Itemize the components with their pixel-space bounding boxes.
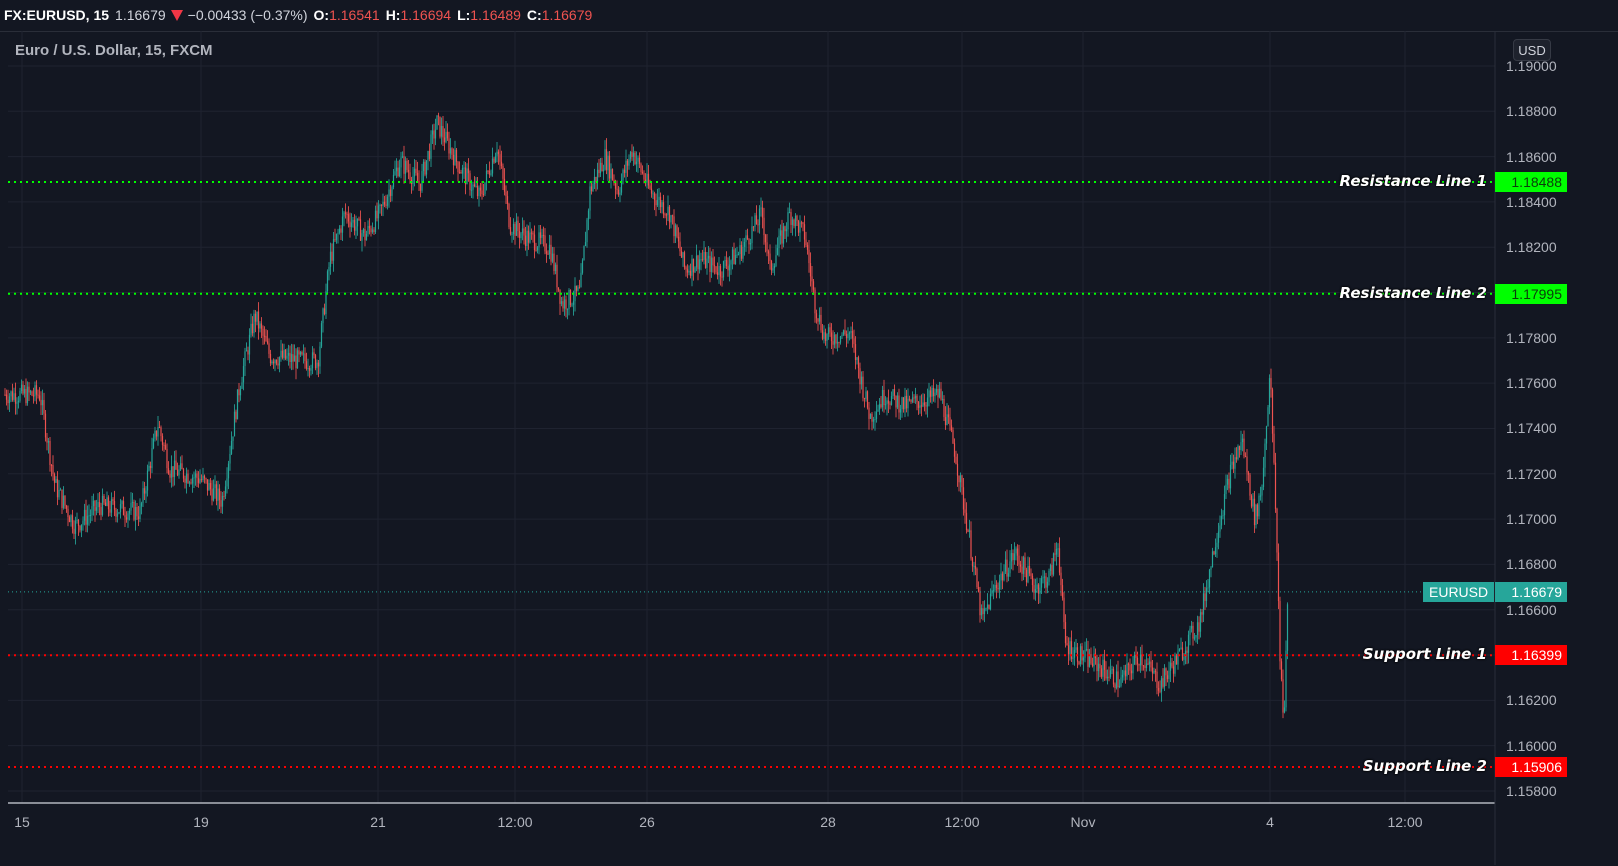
open-key: O:: [313, 7, 330, 23]
price-tick: 1.18600: [1506, 148, 1557, 165]
level-label: Support Line 2: [1362, 756, 1487, 775]
symbol-price-tag: EURUSD: [1423, 581, 1495, 602]
price-tick: 1.17600: [1506, 375, 1557, 392]
price-tick: 1.17200: [1506, 465, 1557, 482]
level-price-value: 1.18488: [1511, 173, 1562, 190]
level-price-tag: 1.18488: [1495, 171, 1567, 192]
low-key: L:: [457, 7, 471, 23]
symbol-interval[interactable]: FX:EURUSD, 15: [4, 7, 110, 23]
price-tick: 1.18200: [1506, 239, 1557, 256]
level-price-value: 1.17995: [1511, 285, 1562, 302]
current-price-value: 1.16679: [1511, 583, 1562, 600]
time-tick: 28: [820, 814, 836, 830]
price-tick: 1.17800: [1506, 329, 1557, 346]
price-tick: 1.16600: [1506, 601, 1557, 618]
level-label: Resistance Line 1: [1339, 171, 1487, 190]
time-tick: 21: [370, 814, 386, 830]
price-tick: 1.17400: [1506, 420, 1557, 437]
price-tick: 1.18800: [1506, 103, 1557, 120]
time-tick: 12:00: [944, 814, 980, 830]
symbol-info-bar: FX:EURUSD, 15 1.16679 −0.00433 (−0.37%) …: [0, 0, 1618, 30]
level-lines: [8, 180, 1495, 768]
chart-title: Euro / U.S. Dollar, 15, FXCM: [15, 42, 213, 59]
chart-pane[interactable]: [0, 31, 1618, 866]
level-label: Resistance Line 2: [1339, 283, 1487, 302]
time-tick: 26: [639, 814, 655, 830]
last-price: 1.16679: [115, 7, 166, 23]
level-price-tag: 1.17995: [1495, 283, 1567, 304]
candles: [4, 112, 1289, 719]
current-price-tag: 1.16679: [1495, 581, 1567, 602]
time-tick: 12:00: [1387, 814, 1423, 830]
price-tick: 1.19000: [1506, 58, 1557, 74]
price-tick: 1.15800: [1506, 782, 1557, 799]
low-value: 1.16489: [470, 7, 521, 23]
price-change: −0.00433 (−0.37%): [187, 7, 308, 23]
high-value: 1.16694: [400, 7, 452, 23]
high-key: H:: [385, 7, 401, 23]
level-label: Support Line 1: [1362, 645, 1487, 664]
level-price-tag: 1.15906: [1495, 756, 1567, 777]
open-value: 1.16541: [329, 7, 380, 23]
symbol-tag-label: EURUSD: [1429, 583, 1489, 600]
price-tick: 1.16200: [1506, 692, 1557, 709]
price-tick: 1.17000: [1506, 511, 1557, 528]
level-price-value: 1.16399: [1511, 647, 1562, 664]
close-value: 1.16679: [541, 7, 593, 23]
grid-lines: [8, 31, 1495, 803]
price-tick: 1.16800: [1506, 556, 1557, 573]
time-tick: 19: [193, 814, 209, 830]
time-tick: 15: [14, 814, 30, 830]
price-tick: 1.18400: [1506, 193, 1557, 210]
time-tick: 12:00: [497, 814, 533, 830]
level-price-value: 1.15906: [1511, 758, 1562, 775]
close-key: C:: [526, 7, 542, 23]
level-price-tag: 1.16399: [1495, 645, 1567, 666]
time-tick: 4: [1266, 814, 1274, 830]
price-tick: 1.16000: [1506, 737, 1557, 754]
currency-badge[interactable]: USD: [1513, 39, 1551, 61]
time-tick: Nov: [1070, 814, 1096, 830]
down-triangle-icon: [170, 9, 183, 21]
